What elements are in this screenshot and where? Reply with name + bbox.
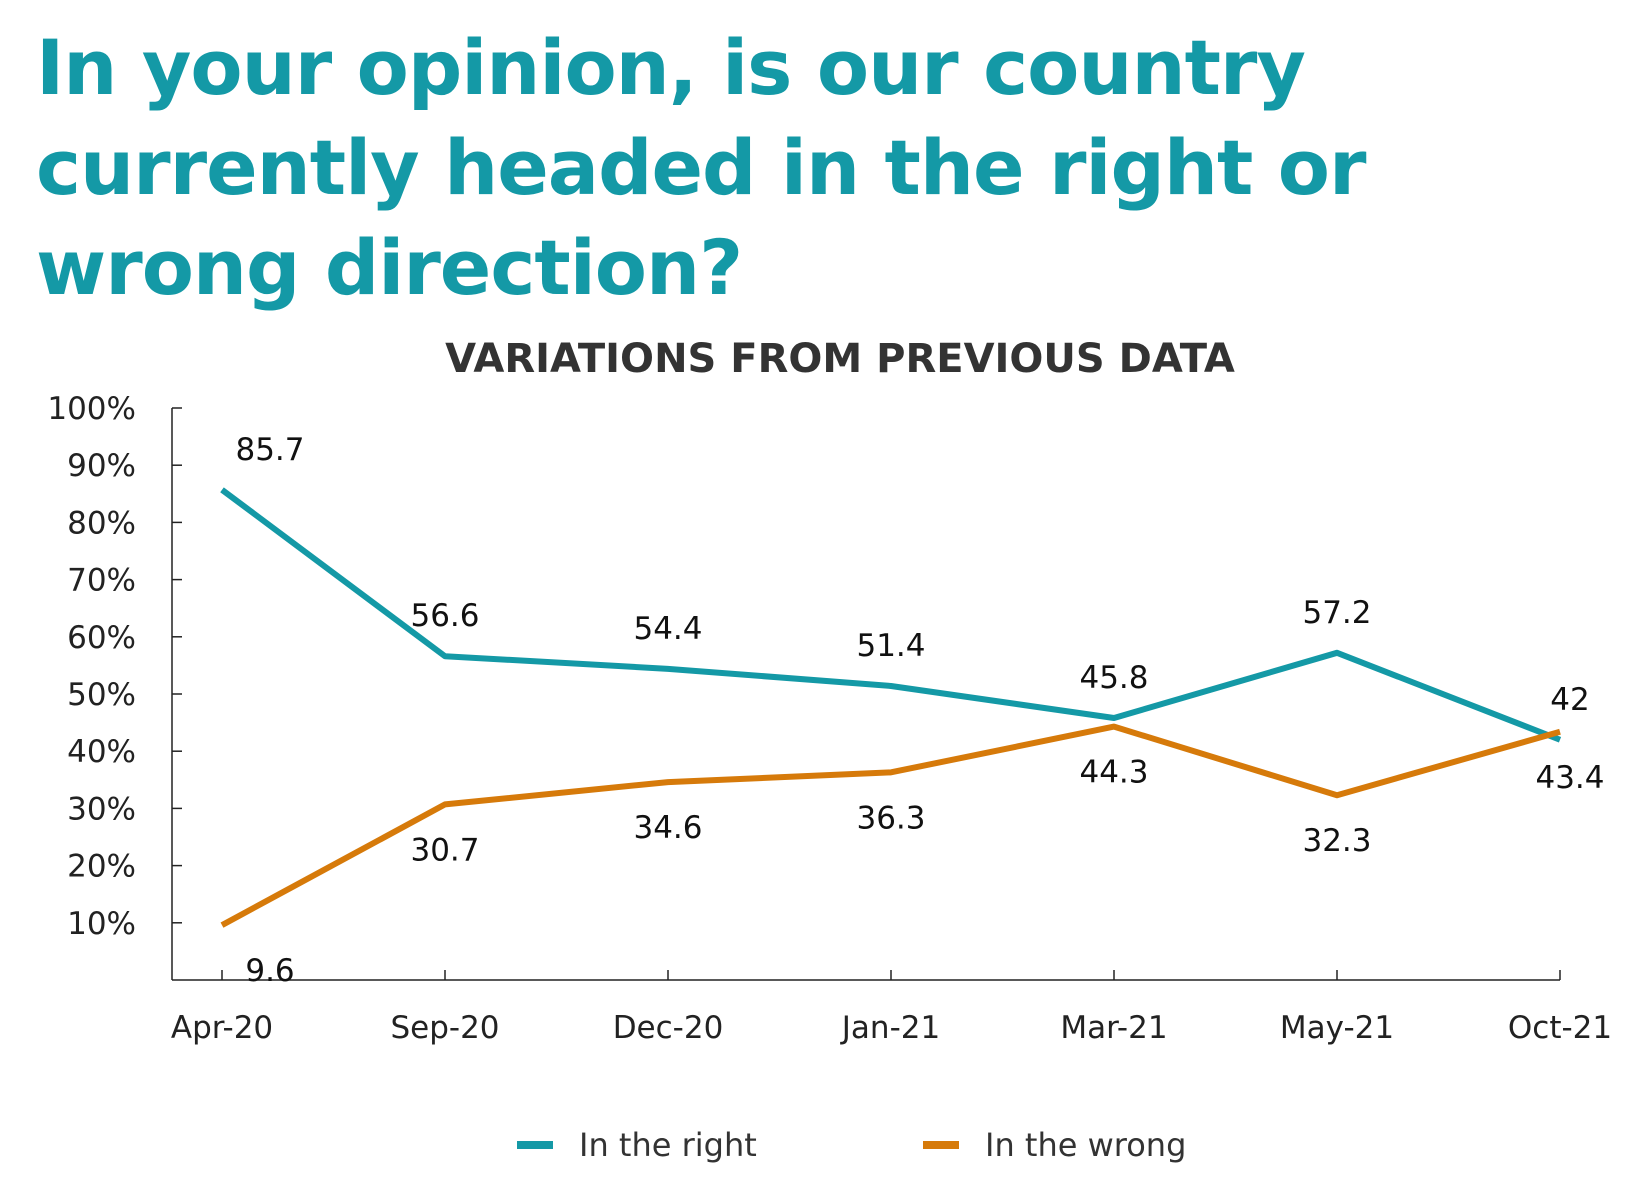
data-label: 42: [1550, 682, 1589, 718]
x-tick-label: Sep-20: [390, 1010, 499, 1046]
legend-label: In the wrong: [985, 1126, 1186, 1164]
data-label: 43.4: [1535, 760, 1604, 796]
data-label: 44.3: [1079, 755, 1148, 791]
data-label: 34.6: [633, 810, 702, 846]
y-tick-label: 60%: [67, 620, 136, 656]
y-tick-label: 10%: [67, 906, 136, 942]
x-tick-label: May-21: [1280, 1010, 1394, 1046]
chart-series: [220, 487, 1562, 928]
data-label: 36.3: [856, 800, 925, 836]
series-line-2: [220, 723, 1561, 928]
y-tick-label: 80%: [67, 505, 136, 541]
chart-data-labels: 85.7 56.6 54.4 51.4 45.8 57.2 42 9.6 30.7 34.6 36.…: [235, 432, 1604, 989]
x-tick-label: Mar-21: [1060, 1010, 1167, 1046]
data-label: 51.4: [856, 628, 925, 664]
legend-label: In the right: [579, 1126, 757, 1164]
x-tick-label: Oct-21: [1508, 1010, 1612, 1046]
chart-legend: In the right In the wrong: [517, 1126, 1186, 1164]
y-tick-label: 40%: [67, 734, 136, 770]
data-label: 57.2: [1302, 595, 1371, 631]
data-label: 56.6: [410, 598, 479, 634]
y-tick-label: 100%: [47, 391, 136, 427]
chart-axes: 100% 90% 80% 70% 60% 50% 40% 30% 20% 10% Apr-20 Sep…: [47, 391, 1612, 1046]
data-label: 45.8: [1079, 660, 1148, 696]
y-tick-label: 30%: [67, 791, 136, 827]
data-label: 54.4: [633, 611, 702, 647]
data-label: 30.7: [410, 832, 479, 868]
chart-title: VARIATIONS FROM PREVIOUS DATA: [445, 336, 1235, 382]
y-tick-label: 50%: [67, 677, 136, 713]
x-tick-label: Jan-21: [840, 1010, 940, 1046]
y-tick-label: 20%: [67, 849, 136, 885]
x-tick-label: Dec-20: [613, 1010, 724, 1046]
y-tick-label: 90%: [67, 448, 136, 484]
data-label: 9.6: [245, 953, 294, 989]
data-label: 32.3: [1302, 823, 1371, 859]
series-line-1: [220, 487, 1562, 743]
data-label: 85.7: [235, 432, 304, 468]
x-tick-label: Apr-20: [171, 1010, 273, 1046]
page-title: In your opinion, is our country currentl…: [36, 23, 1366, 312]
y-tick-label: 70%: [67, 563, 136, 599]
